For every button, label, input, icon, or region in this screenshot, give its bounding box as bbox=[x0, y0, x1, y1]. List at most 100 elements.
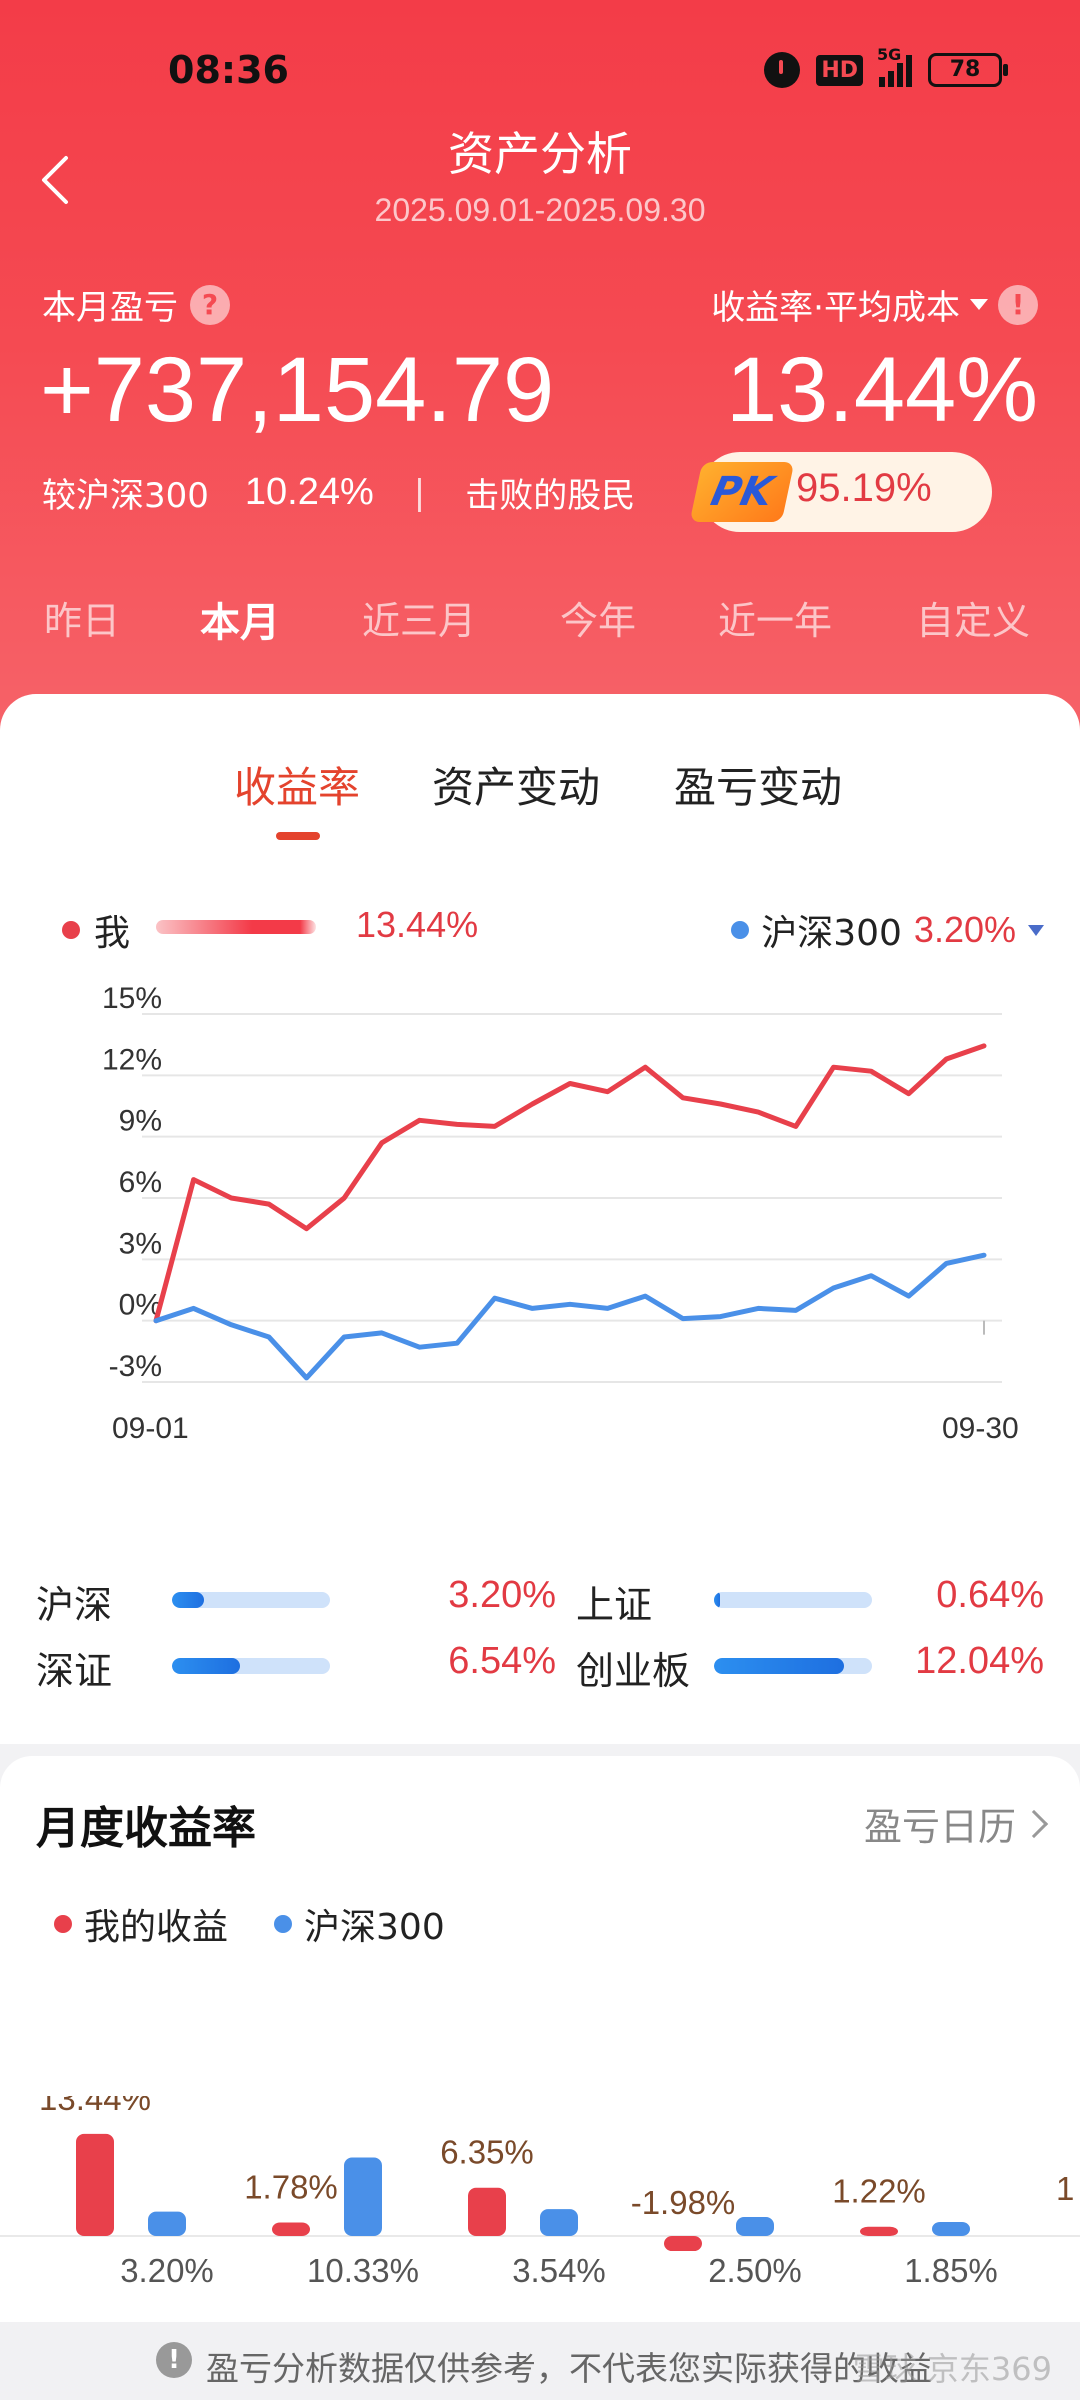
compare-label: 较沪深300 bbox=[42, 476, 209, 516]
tab-custom[interactable]: 自定义 bbox=[916, 599, 1031, 643]
rate-method-text: 收益率·平均成本 bbox=[711, 288, 960, 328]
tab-return-rate[interactable]: 收益率 bbox=[234, 763, 361, 812]
tab-asset-change[interactable]: 资产变动 bbox=[432, 763, 601, 812]
legend-me-label: 我 bbox=[94, 913, 131, 954]
compare-value: 10.24% bbox=[244, 471, 374, 513]
y-tick-label: 9% bbox=[119, 1105, 162, 1138]
index-row-sz: 深证 6.54% bbox=[36, 1640, 556, 1700]
battery-icon: 78 bbox=[928, 53, 1008, 87]
index-row-sh: 上证 0.64% bbox=[576, 1574, 1044, 1634]
index-bar-fill bbox=[714, 1658, 844, 1674]
returns-card: 收益率 资产变动 盈亏变动 我 13.44% 沪深300 3.20% 15% 12… bbox=[0, 694, 1080, 1744]
y-tick-label: 12% bbox=[102, 1043, 162, 1076]
tab-this-month[interactable]: 本月 bbox=[200, 600, 280, 646]
my-return-label: 1 bbox=[1056, 2170, 1074, 2207]
index-bar-fill bbox=[172, 1658, 240, 1674]
pl-calendar-link[interactable]: 盈亏日历 bbox=[864, 1796, 1049, 1851]
tab-yesterday[interactable]: 昨日 bbox=[44, 599, 121, 643]
chart-sub-tabs: 收益率 资产变动 盈亏变动 bbox=[0, 754, 1080, 834]
my-return-line bbox=[153, 1043, 987, 1324]
status-bar: 08:36 HD 5G 78 bbox=[0, 0, 1080, 140]
index-bar bbox=[714, 1592, 872, 1608]
monthly-pl-label: 本月盈亏 ? bbox=[42, 280, 230, 329]
period-tabs: 昨日 本月 近三月 今年 近一年 自定义 bbox=[0, 590, 1080, 660]
benchmark-bar bbox=[148, 2211, 186, 2236]
chevron-left-icon bbox=[42, 156, 68, 204]
index-row-hs: 沪深 3.20% bbox=[36, 1574, 556, 1634]
status-icons: HD 5G 78 bbox=[764, 45, 1008, 88]
index-value: 0.64% bbox=[936, 1574, 1044, 1616]
y-tick-label: 3% bbox=[119, 1227, 162, 1260]
legend-benchmark: 沪深300 bbox=[274, 1898, 445, 1950]
chevron-right-icon bbox=[1019, 1809, 1049, 1838]
info-icon[interactable]: ! bbox=[998, 284, 1038, 325]
pk-icon: PK bbox=[689, 462, 795, 522]
monthly-returns-card: 月度收益率 盈亏日历 我的收益 沪深300 13.44% 3.20% 1.78% 10… bbox=[0, 1756, 1080, 2400]
pk-badge[interactable]: PK 95.19% bbox=[689, 452, 992, 532]
x-tick-label: 09-30 bbox=[942, 1412, 1019, 1444]
benchmark-selector[interactable]: 沪深300 3.20% bbox=[731, 904, 1044, 956]
caret-down-icon bbox=[1028, 924, 1044, 936]
benchmark-label: 3.54% bbox=[512, 2252, 606, 2289]
my-return-bar bbox=[468, 2187, 506, 2236]
my-return-bar bbox=[272, 2222, 310, 2236]
index-value: 6.54% bbox=[448, 1640, 556, 1682]
my-return-bar bbox=[860, 2226, 898, 2236]
active-tab-indicator bbox=[276, 832, 320, 840]
legend-index-dot bbox=[731, 921, 750, 939]
compare-row: 较沪深300 10.24% | 击败的股民 bbox=[42, 468, 635, 517]
index-bar bbox=[172, 1592, 330, 1608]
legend-me-dot bbox=[62, 921, 80, 939]
legend-me-value: 13.44% bbox=[356, 904, 479, 945]
benchmark-line bbox=[153, 1252, 987, 1381]
my-return-label: 13.44% bbox=[39, 2096, 151, 2117]
benchmark-bar bbox=[932, 2221, 970, 2236]
caret-down-icon bbox=[970, 299, 988, 310]
benchmark-bar bbox=[540, 2209, 578, 2236]
benchmark-bar bbox=[736, 2217, 774, 2236]
tab-this-year[interactable]: 今年 bbox=[560, 599, 637, 643]
alarm-icon bbox=[764, 52, 801, 88]
y-tick-label: 6% bbox=[119, 1166, 162, 1199]
my-return-label: -1.98% bbox=[631, 2184, 736, 2221]
legend-benchmark-label: 沪深300 bbox=[304, 1907, 445, 1948]
header: 08:36 HD 5G 78 资产分析 2025.09.01-2025.09.3… bbox=[0, 0, 1080, 760]
index-bar bbox=[172, 1658, 330, 1674]
index-row-cyb: 创业板 12.04% bbox=[576, 1640, 1044, 1700]
index-name: 创业板 bbox=[576, 1649, 691, 1693]
divider: | bbox=[413, 472, 426, 513]
hd-badge: HD bbox=[816, 54, 863, 86]
back-button[interactable] bbox=[30, 150, 90, 210]
index-value: 3.20% bbox=[448, 1574, 556, 1616]
benchmark-bar bbox=[344, 2157, 382, 2236]
return-line-chart[interactable]: 15%12%9%6%3%0%-3%09-01 09-30 bbox=[0, 984, 1080, 1444]
legend-my-return: 我的收益 bbox=[54, 1898, 228, 1950]
tab-three-months[interactable]: 近三月 bbox=[362, 599, 477, 643]
disclaimer-text: 盈亏分析数据仅供参考，不代表您实际获得的收益 bbox=[206, 2349, 932, 2388]
my-return-label: 1.22% bbox=[832, 2173, 926, 2210]
date-range[interactable]: 2025.09.01-2025.09.30 bbox=[374, 192, 706, 228]
beat-label: 击败的股民 bbox=[465, 476, 636, 516]
network-type: 5G bbox=[877, 45, 902, 64]
watermark: 雪球 京东369 bbox=[852, 2350, 1052, 2388]
benchmark-label: 3.20% bbox=[120, 2252, 214, 2289]
monthly-pl-text: 本月盈亏 bbox=[42, 288, 178, 328]
benchmark-label: 2.50% bbox=[708, 2252, 802, 2289]
monthly-pl-value: +737,154.79 bbox=[40, 339, 555, 441]
index-bar-fill bbox=[714, 1592, 721, 1608]
legend-me-line bbox=[156, 920, 316, 934]
tab-pl-change[interactable]: 盈亏变动 bbox=[674, 763, 843, 812]
monthly-title: 月度收益率 bbox=[36, 1803, 256, 1854]
disclaimer-bar: ! 盈亏分析数据仅供参考，不代表您实际获得的收益 雪球 京东369 bbox=[0, 2322, 1080, 2400]
monthly-bar-chart[interactable]: 13.44% 3.20% 1.78% 10.33% 6.35% 3.54% -1.98% 2.… bbox=[0, 2096, 1080, 2400]
y-tick-label: -3% bbox=[109, 1350, 162, 1383]
status-time: 08:36 bbox=[168, 48, 289, 92]
rate-method-selector[interactable]: 收益率·平均成本 ! bbox=[711, 280, 1038, 329]
my-return-label: 1.78% bbox=[244, 2168, 338, 2205]
help-icon[interactable]: ? bbox=[190, 284, 230, 325]
legend-index-value: 3.20% bbox=[913, 909, 1016, 950]
index-bar-fill bbox=[172, 1592, 204, 1608]
benchmark-label: 10.33% bbox=[307, 2252, 419, 2289]
tab-one-year[interactable]: 近一年 bbox=[718, 599, 833, 643]
index-name: 沪深 bbox=[36, 1583, 113, 1627]
